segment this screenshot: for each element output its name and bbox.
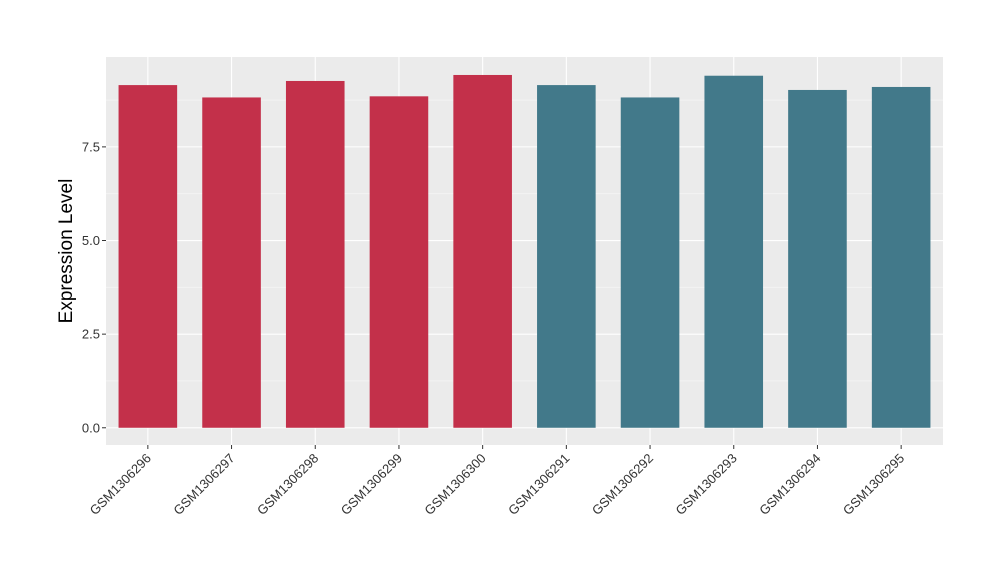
x-tick-label: GSM1306296 [87, 451, 154, 518]
x-tick-label: GSM1306298 [254, 451, 321, 518]
bar-GSM1306297 [202, 97, 261, 428]
y-axis-title: Expression Level [56, 179, 77, 324]
y-tick-label: 0.0 [82, 420, 100, 435]
x-tick-label: GSM1306295 [840, 451, 907, 518]
x-tick-label: GSM1306291 [505, 451, 572, 518]
x-tick-label: GSM1306294 [756, 451, 823, 518]
bar-GSM1306294 [788, 89, 847, 428]
bar-GSM1306299 [369, 96, 429, 428]
bars [118, 74, 931, 428]
y-axis: 0.0 2.5 5.0 7.5 [82, 139, 106, 435]
bar-GSM1306292 [620, 97, 680, 428]
x-tick-label: GSM1306293 [673, 451, 740, 518]
bar-GSM1306291 [537, 85, 596, 428]
x-tick-label: GSM1306299 [338, 451, 405, 518]
bar-GSM1306298 [285, 80, 345, 428]
x-axis: GSM1306296 GSM1306297 GSM1306298 GSM1306299… [87, 445, 907, 518]
x-tick-label: GSM1306297 [170, 451, 237, 518]
x-tick-label: GSM1306292 [589, 451, 656, 518]
y-tick-label: 5.0 [82, 233, 100, 248]
bar-GSM1306300 [453, 74, 512, 428]
x-tick-label: GSM1306300 [421, 451, 488, 518]
bar-GSM1306296 [118, 85, 178, 428]
bar-GSM1306295 [871, 86, 931, 428]
y-tick-label: 2.5 [82, 327, 100, 342]
y-tick-label: 7.5 [82, 139, 100, 154]
bar-GSM1306293 [704, 75, 764, 428]
